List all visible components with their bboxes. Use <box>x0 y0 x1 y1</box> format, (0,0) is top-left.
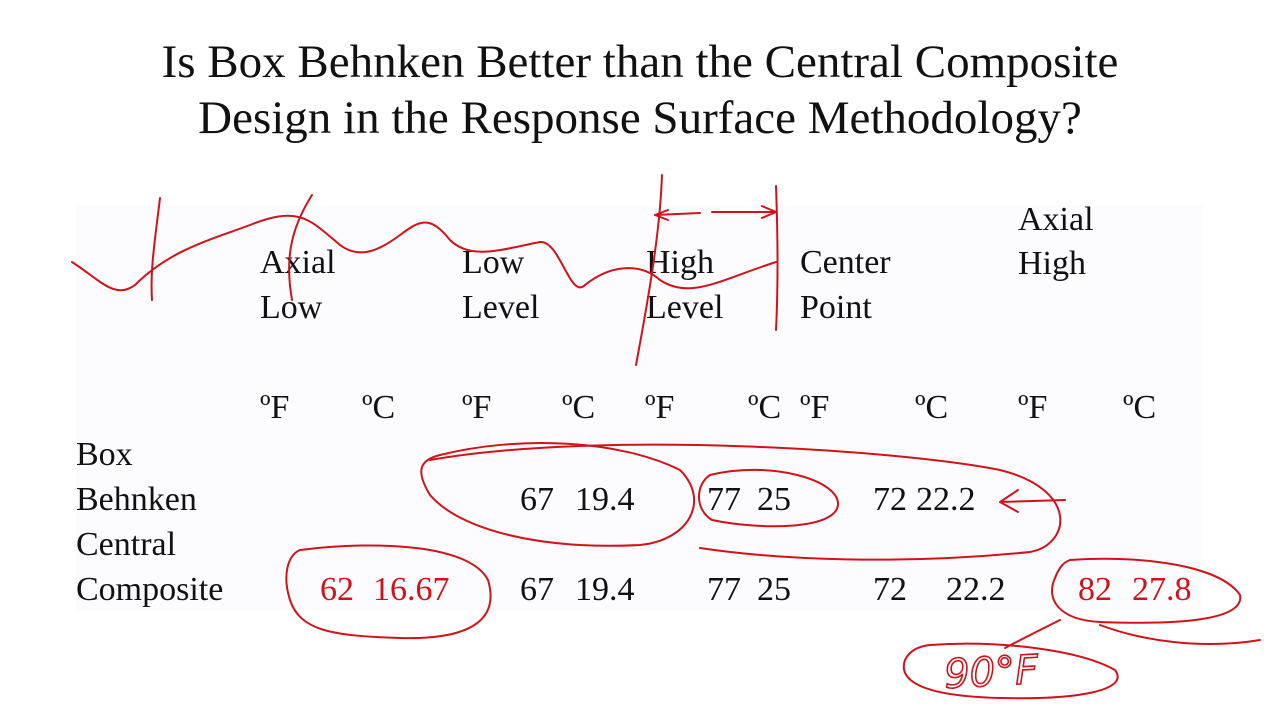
annotation: 90°F <box>943 647 1040 698</box>
title-line: Design in the Response Surface Methodolo… <box>198 92 1082 144</box>
table-cell: 19.4 <box>575 571 635 608</box>
unit-header: ºC <box>562 389 595 426</box>
table-cell: 67 <box>520 481 554 518</box>
table-cell: 16.67 <box>373 571 450 608</box>
table-cell: 82 <box>1078 571 1112 608</box>
table-cell: 67 <box>520 571 554 608</box>
column-header: High <box>646 244 714 281</box>
table-cell: 27.8 <box>1132 571 1192 608</box>
unit-header: ºF <box>462 389 491 426</box>
column-header: Point <box>800 289 872 326</box>
column-header: Axial <box>260 244 336 281</box>
table-cell: 25 <box>757 571 791 608</box>
table-background <box>76 205 1202 610</box>
table-cell: 25 <box>757 481 791 518</box>
column-header: Level <box>462 289 539 326</box>
table-cell: 77 <box>707 571 741 608</box>
unit-header: ºC <box>362 389 395 426</box>
table-cell: 72 <box>873 481 907 518</box>
column-header: High <box>1018 245 1086 282</box>
unit-header: ºC <box>1123 389 1156 426</box>
column-header: Low <box>462 244 525 281</box>
table-cell: 62 <box>320 571 354 608</box>
row-label: Central <box>76 526 176 563</box>
unit-header: ºC <box>915 389 948 426</box>
unit-header: ºF <box>800 389 829 426</box>
unit-header: ºF <box>645 389 674 426</box>
row-label: Composite <box>76 571 223 608</box>
unit-header: ºF <box>260 389 289 426</box>
handwriting <box>71 174 1261 700</box>
column-header: Axial <box>1018 201 1094 238</box>
row-label: Box <box>76 436 133 473</box>
table-cell: 22.2 <box>916 481 976 518</box>
table-cell: 19.4 <box>575 481 635 518</box>
unit-header: ºF <box>1018 389 1047 426</box>
row-label: Behnken <box>76 481 197 518</box>
table-cell: 77 <box>707 481 741 518</box>
table: AxialLowLowLevelHighLevelCenterPointAxia… <box>76 201 1192 608</box>
table-cell: 22.2 <box>946 571 1006 608</box>
table-cell: 72 <box>873 571 907 608</box>
column-header: Center <box>800 244 891 281</box>
unit-header: ºC <box>748 389 781 426</box>
title-line: Is Box Behnken Better than the Central C… <box>162 36 1119 88</box>
column-header: Level <box>646 289 723 326</box>
